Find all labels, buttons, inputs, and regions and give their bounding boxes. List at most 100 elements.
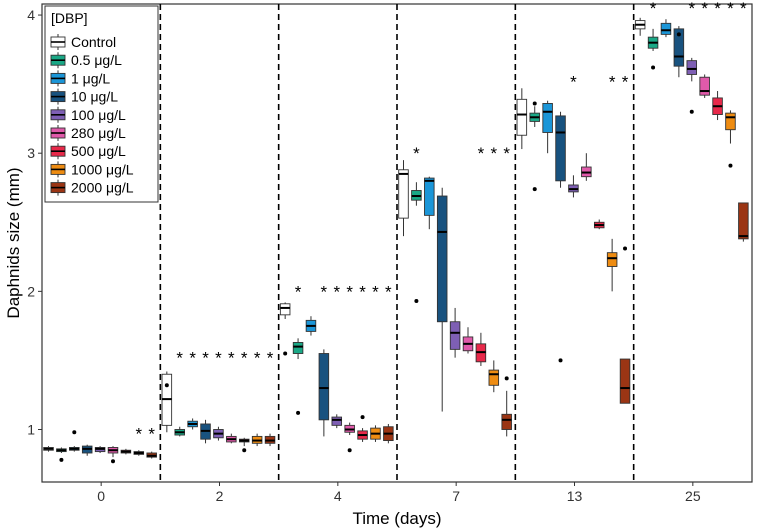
box-body [488, 369, 500, 386]
box-day4-8 [383, 423, 394, 444]
box-day0-4 [94, 446, 106, 453]
outlier-point [414, 299, 419, 304]
legend-label: 500 μg/L [71, 143, 126, 159]
box-day4-0 [279, 302, 291, 356]
box-day0-6 [120, 448, 132, 455]
box-day0-8 [146, 451, 157, 459]
box-body [516, 98, 528, 136]
box-day4-6 [357, 415, 368, 442]
box-body [660, 22, 672, 35]
legend-item: 0.5 μg/L [50, 52, 122, 69]
significance-star: * [609, 72, 616, 91]
box-day13-4 [568, 175, 579, 198]
x-tick-label: 13 [567, 488, 583, 504]
box-day25-8 [738, 202, 749, 242]
significance-star: * [385, 282, 392, 301]
legend-item: 280 μg/L [50, 125, 126, 141]
box-day2-0 [161, 371, 173, 433]
significance-star: * [135, 425, 142, 444]
box-body [738, 202, 749, 240]
significance-star: * [570, 72, 577, 91]
legend-label: 2000 μg/L [71, 180, 134, 196]
outlier-point [504, 376, 509, 381]
outlier-point [59, 457, 64, 462]
legend-label: 10 μg/L [71, 89, 118, 105]
day-separators [159, 4, 635, 482]
legend-item: 2000 μg/L [50, 179, 134, 196]
box-body [449, 321, 461, 350]
significance-star: * [372, 282, 379, 301]
significance-star: * [228, 349, 235, 368]
box-day25-2 [660, 19, 672, 38]
significance-star: * [148, 425, 155, 444]
box-body [398, 169, 409, 219]
outlier-point [532, 187, 537, 192]
box-body [606, 252, 618, 267]
box-day7-2 [424, 176, 435, 230]
box-day7-5 [462, 327, 474, 354]
box-day0-1 [56, 447, 67, 462]
y-axis: 1 2 3 4 [27, 7, 42, 438]
outlier-point [296, 410, 301, 415]
outlier-point [623, 246, 628, 251]
box-day2-6 [238, 437, 250, 453]
box-day2-4 [213, 426, 224, 441]
box-day25-1 [647, 28, 659, 70]
box-body [673, 28, 685, 67]
significance-star: * [215, 349, 222, 368]
box-day7-1 [411, 182, 422, 304]
box-body [725, 112, 736, 131]
box-day7-8 [501, 376, 512, 437]
box-body [619, 358, 631, 404]
significance-star: * [727, 0, 734, 18]
outlier-point [676, 32, 681, 37]
outlier-point [242, 448, 247, 453]
legend-label: 280 μg/L [71, 125, 126, 141]
legend-label: 1000 μg/L [71, 161, 134, 177]
box-day13-7 [606, 238, 618, 292]
significance-star: * [413, 144, 420, 163]
outlier-point [347, 448, 352, 453]
x-axis-title: Time (days) [352, 509, 441, 528]
significance-star: * [189, 349, 196, 368]
legend-item: 1000 μg/L [50, 161, 134, 178]
box-day0-3 [81, 444, 93, 456]
box-day7-0 [398, 160, 409, 237]
box-day0-7 [133, 450, 145, 456]
legend-items: Control 0.5 μg/L 1 μg/L 10 μg/L 100 μg/L 280 … [50, 34, 134, 196]
box-day7-7 [488, 360, 500, 393]
legend-label: Control [71, 34, 116, 50]
box-day2-2 [187, 418, 198, 430]
box-day0-5 [107, 446, 119, 464]
outlier-point [728, 163, 733, 168]
legend-item: 10 μg/L [50, 88, 118, 105]
x-tick-label: 25 [685, 488, 701, 504]
box-day13-8 [619, 246, 631, 404]
box-day2-7 [251, 433, 263, 447]
box-day7-6 [475, 332, 487, 366]
outlier-point [72, 430, 77, 435]
x-tick-label: 0 [97, 488, 105, 504]
box-day25-5 [699, 74, 710, 98]
box-day25-7 [725, 110, 736, 168]
significance-layer: * * * * * * * * * * * * * * * * * * * * * * * * * * * * * * [135, 0, 747, 444]
legend-label: 1 μg/L [71, 70, 110, 86]
box-day25-0 [634, 17, 646, 36]
box-day4-7 [370, 425, 381, 442]
box-body [542, 103, 553, 133]
box-body [318, 353, 330, 421]
legend-item: Control [50, 34, 116, 50]
box-day0-2 [69, 430, 80, 452]
significance-star: * [346, 282, 353, 301]
box-body [292, 342, 304, 354]
significance-star: * [503, 144, 510, 163]
plot-area: * * * * * * * * * * * * * * * * * * * * * * * * * * * * * * [41, 0, 753, 483]
legend-title: [DBP] [51, 10, 88, 26]
outlier-point [558, 358, 563, 363]
box-day13-2 [542, 100, 553, 154]
box-day2-5 [226, 433, 237, 444]
outlier-point [651, 65, 656, 70]
outlier-point [111, 459, 115, 464]
box-day0-0 [43, 446, 54, 452]
